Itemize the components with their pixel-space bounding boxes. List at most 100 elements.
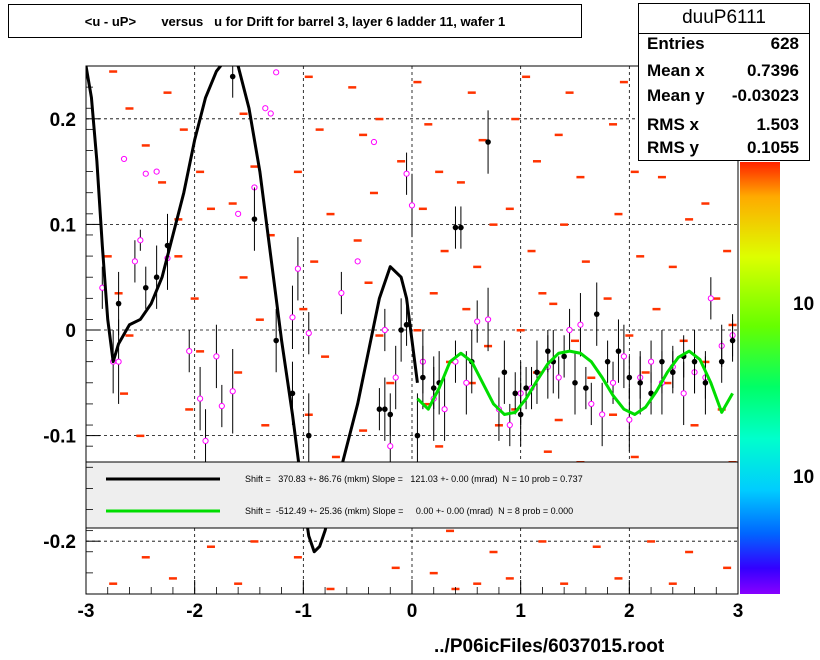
profile-point-open [577,321,584,328]
y-tick-label: 0.2 [50,110,76,131]
hist-bin [657,175,666,179]
profile-point-full [670,369,676,376]
hist-bin [266,233,275,237]
profile-point-full [142,284,149,291]
hist-bin [663,381,672,385]
hist-bin [489,223,498,226]
hist-bin [712,297,721,300]
y-tick-label: -0.1 [43,427,76,448]
hist-bin [440,249,449,253]
hist-bin [560,582,569,585]
hist-bin [413,329,422,332]
profile-point-open [474,318,481,325]
hist-bin [723,566,732,570]
profile-point-full [458,224,464,231]
profile-point-full [572,380,578,386]
profile-point-full [604,358,611,365]
profile-point-open [267,110,274,117]
hist-bin [467,91,476,94]
hist-bin [158,181,167,184]
hist-bin [326,212,335,216]
hist-bin [522,75,531,79]
x-tick-label: -1 [295,601,312,622]
hist-bin [685,550,694,554]
profile-point-open [370,138,378,146]
profile-point-full [251,216,258,222]
hist-bin [446,529,455,533]
hist-bin [549,302,558,306]
hist-bin [109,582,118,585]
x-tick-label: 2 [624,601,635,622]
hist-bin [321,355,330,358]
profile-point-open [555,374,562,381]
profile-point-open [381,326,388,334]
hist-bin [527,249,536,253]
hist-bin [511,117,520,121]
profile-point-full [382,406,388,413]
hist-bin [473,265,482,269]
stats-label: Entries [647,34,705,53]
profile-point-full [387,411,394,418]
profile-point-open [387,443,394,450]
hist-bin [168,577,177,580]
hist-bin [206,207,215,211]
hist-bin [587,376,596,380]
stats-value: 0.7396 [747,61,799,80]
profile-point-full [517,411,524,418]
profile-point-full [637,380,643,386]
hist-bin [652,307,661,311]
profile-point-open [294,265,301,272]
hist-bin [592,545,601,548]
hist-bin [331,455,340,459]
hist-bin [206,545,215,548]
hist-bin [109,70,118,73]
stats-histogram-name: duuP6111 [639,7,809,34]
x-tick-label: -2 [186,601,203,622]
profile-point-open [484,316,492,323]
title-box: <u - uP> versus u for Drift for barrel 3… [8,4,582,38]
hist-bin [255,318,264,321]
hist-bin [304,75,313,79]
legend-box [85,461,739,529]
hist-bin [543,450,552,453]
hist-bin [397,160,406,163]
profile-point-full [561,353,567,360]
hist-bin [353,239,362,242]
hist-bin [163,91,172,94]
hist-bin [174,255,183,258]
hist-bin [429,292,438,295]
profile-point-full [512,390,519,397]
profile-point-open [680,390,687,397]
legend: Shift = 370.83 +- 86.76 (mkm) Slope = 12… [85,461,739,529]
hist-bin [125,334,134,337]
hist-bin [413,80,422,84]
profile-point-open [262,105,269,112]
profile-point-full [485,139,491,145]
profile-point-open [392,374,399,381]
y-tick-label: 0.1 [50,215,77,236]
profile-point-open [408,202,416,209]
stats-value: 0.1055 [747,138,799,157]
legend-entry-green: Shift = -512.49 +- 25.36 (mkm) Slope = 0… [245,506,573,516]
hist-bin [424,402,433,406]
hist-bin [668,582,677,585]
hist-bin [456,181,465,184]
hist-bin [103,255,112,258]
hist-bin [647,540,656,543]
profile-point-open [354,258,361,265]
profile-point-open [131,258,138,265]
hist-bin [489,550,498,554]
profile-point-open [218,402,225,410]
hist-bin [250,540,259,543]
hist-bin [554,418,563,422]
profile-point-full [702,380,709,386]
profile-point-open [403,170,410,177]
fit-curve-black [86,66,419,554]
profile-point-full [583,385,589,391]
profile-point-open [338,289,345,297]
hist-bin [141,144,150,147]
hist-bin [668,265,677,269]
chart-title: <u - uP> versus u for Drift for barrel 3… [84,14,506,29]
hist-bin [364,281,373,284]
